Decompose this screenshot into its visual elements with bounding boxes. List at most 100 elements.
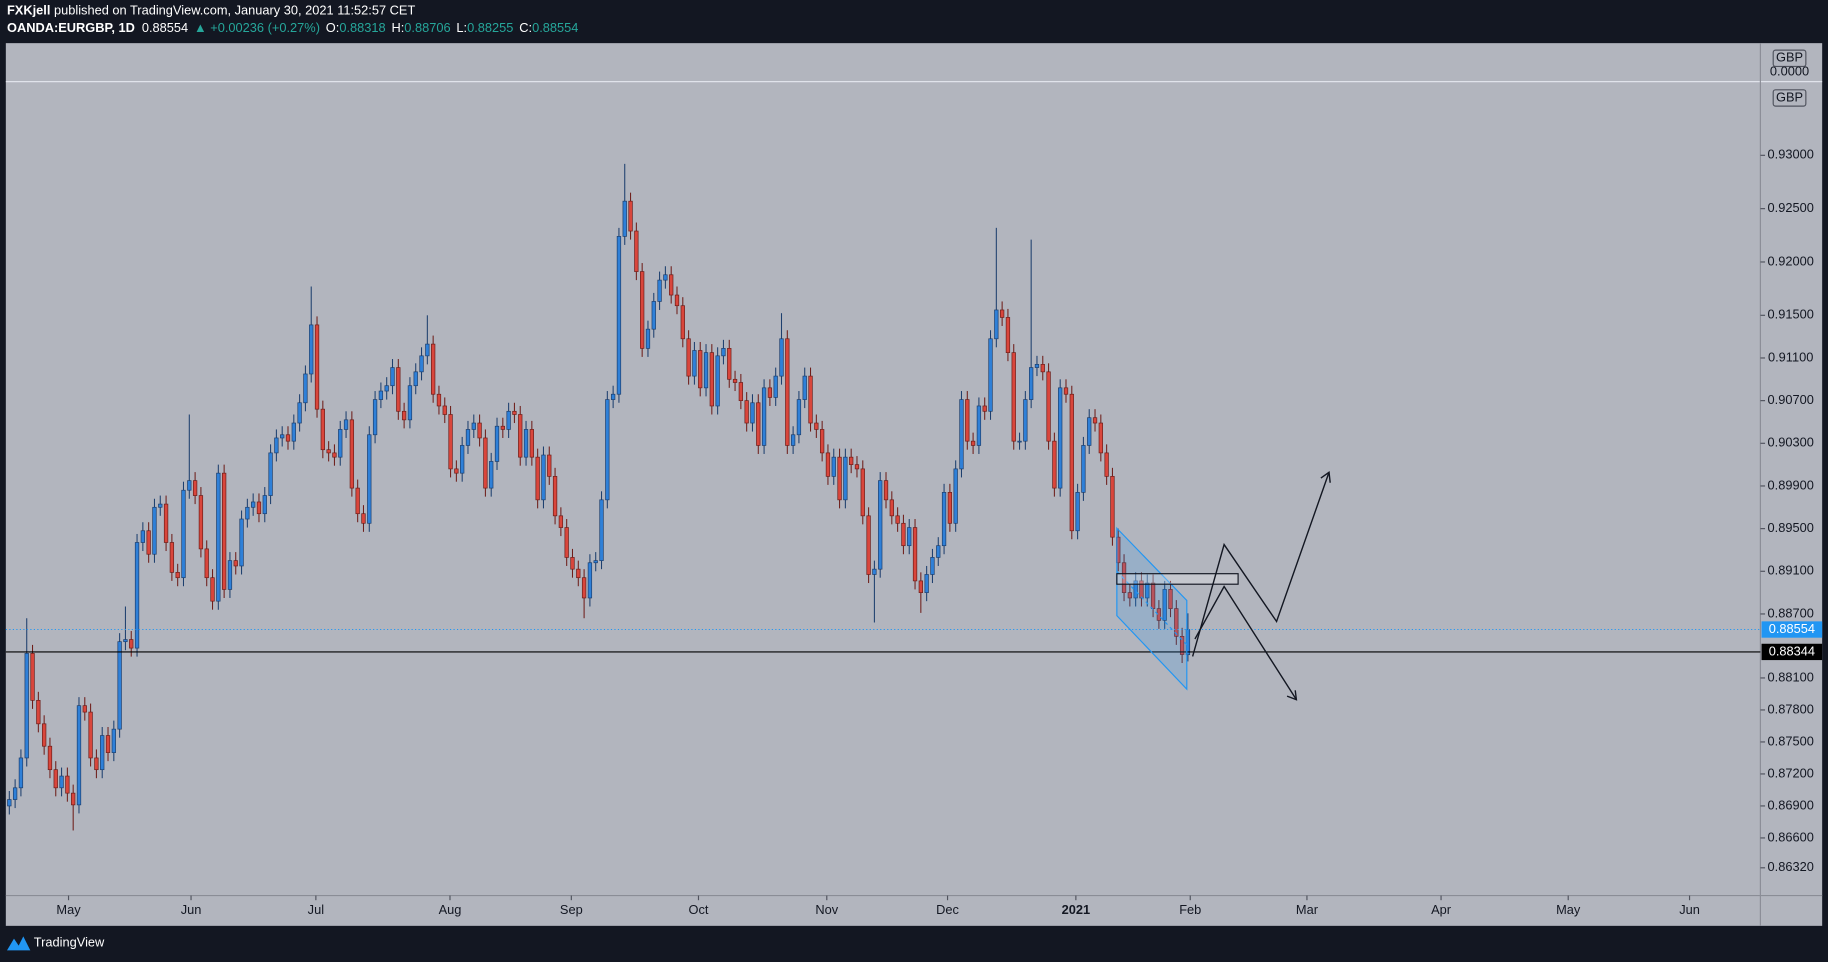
candle-body — [465, 429, 471, 446]
candle-body — [82, 705, 87, 713]
candle-body — [71, 792, 76, 806]
candle-body — [988, 338, 993, 412]
y-tick-label: 0.92500 — [1768, 200, 1814, 215]
candle-body — [744, 400, 749, 424]
arrowhead — [1320, 470, 1331, 483]
y-tick-label: 0.89900 — [1768, 477, 1814, 492]
marks: 0.93000 0.92500 0.92000 0.91500 0.91100 0.907… — [5, 147, 1823, 917]
candle-body — [239, 518, 244, 567]
y-tick-label: 0.89500 — [1768, 520, 1814, 535]
candle-body — [599, 499, 604, 561]
candle-body — [953, 468, 958, 524]
candle-body — [349, 419, 355, 489]
y-tick-label: 0.87200 — [1768, 765, 1814, 780]
candle-body — [970, 440, 976, 446]
candle-body — [1017, 440, 1022, 443]
price-tag — [1761, 643, 1823, 661]
candle-body — [680, 305, 685, 340]
candle-body — [878, 480, 883, 570]
candle-body — [204, 548, 209, 579]
candle-body — [163, 503, 169, 543]
candle-body — [105, 735, 111, 753]
candle-body — [814, 422, 819, 430]
candle-body — [1023, 399, 1028, 442]
drawings — [1116, 470, 1331, 701]
candle-body — [1156, 608, 1162, 621]
candle-body — [343, 419, 349, 430]
x-tick-label: Dec — [936, 902, 959, 917]
candle-body — [233, 560, 238, 567]
candle-body — [419, 355, 424, 373]
candle-body — [837, 456, 842, 501]
candle-body — [7, 799, 12, 807]
candle-body — [24, 653, 29, 759]
candle-body — [849, 456, 854, 465]
candle-body — [256, 501, 262, 515]
top-tick: 0.0000 — [1770, 64, 1809, 79]
candle-body — [210, 577, 215, 602]
candle-body — [1069, 393, 1074, 532]
x-tick-label: Sep — [560, 902, 583, 917]
candle-body — [698, 350, 703, 389]
candle-body — [918, 580, 923, 593]
candle-body — [216, 472, 221, 602]
candle-body — [721, 348, 726, 357]
candle-body — [158, 503, 163, 508]
candle-body — [994, 309, 999, 340]
candle-body — [1127, 592, 1133, 599]
candle-body — [523, 429, 529, 458]
candle-body — [367, 434, 372, 524]
candle-body — [181, 489, 186, 579]
candle-body — [738, 382, 744, 401]
candle-body — [297, 402, 302, 424]
candle-body — [1174, 608, 1179, 637]
x-tick-label: Jul — [308, 902, 324, 917]
candle-body — [436, 393, 442, 407]
candle-body — [88, 711, 93, 759]
candle-body — [1046, 371, 1051, 442]
candle-body — [756, 402, 761, 446]
candle-body — [982, 405, 987, 412]
candle-body — [831, 456, 836, 477]
x-tick-label: Oct — [689, 902, 709, 917]
candle-body — [309, 324, 314, 375]
candle-body — [895, 515, 900, 524]
candle-body — [76, 705, 82, 806]
candle-body — [355, 487, 360, 515]
candle-body — [843, 456, 848, 501]
candle-body — [802, 375, 807, 400]
x-tick-label: Jun — [181, 902, 202, 917]
candle-body — [396, 367, 401, 412]
candle-body — [280, 434, 285, 439]
x-tick-label: May — [56, 902, 81, 917]
price-tag-label: 0.88344 — [1769, 643, 1815, 658]
candle-body — [936, 545, 941, 558]
candle-body — [564, 527, 569, 558]
x-tick-label: Mar — [1296, 902, 1319, 917]
candle-body — [65, 775, 70, 794]
candle-body — [1029, 367, 1034, 400]
candle-body — [390, 367, 395, 387]
unit-badge — [1772, 89, 1807, 107]
y-tick-label: 0.89100 — [1768, 563, 1814, 578]
h-value: 0.88706 — [404, 21, 450, 36]
candle-body — [622, 200, 627, 237]
candle-body — [703, 352, 709, 389]
candle-body — [663, 274, 668, 281]
candle-body — [129, 639, 134, 649]
candle-body — [1162, 589, 1167, 621]
y-tick-label: 0.86320 — [1768, 859, 1814, 874]
candle-body — [883, 480, 889, 501]
y-tick-label: 0.87500 — [1768, 733, 1814, 748]
candle-body — [907, 527, 912, 547]
candle-body — [483, 437, 488, 489]
candle-body — [18, 757, 24, 789]
y-tick-label: 0.87800 — [1768, 701, 1814, 716]
candle-body — [41, 723, 47, 747]
candle-body — [198, 495, 204, 550]
candle-body — [227, 560, 233, 590]
published: published on TradingView.com, January 30… — [50, 3, 415, 18]
candle-body — [425, 343, 430, 357]
brand[interactable]: TradingView — [34, 935, 105, 950]
candle-body — [448, 414, 453, 470]
